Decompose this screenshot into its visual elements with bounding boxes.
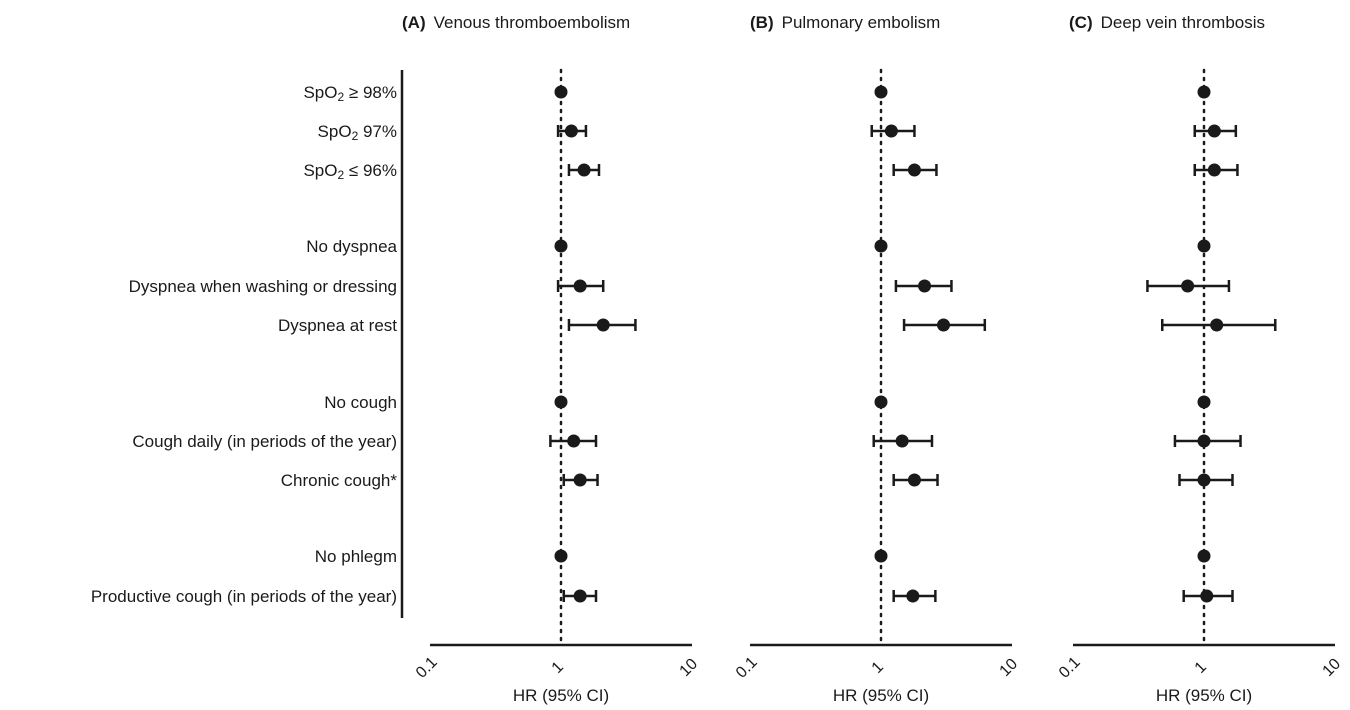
row-label: Cough daily (in periods of the year) [132,432,397,451]
x-tick-label: 0.1 [733,654,761,682]
row-label: Chronic cough* [281,471,398,490]
row-label: Dyspnea at rest [278,316,397,335]
hr-point [1197,434,1211,448]
hr-point [564,124,578,138]
row-label: SpO2 ≥ 98% [303,83,397,104]
panel: (C) Deep vein thrombosis 0.1 1 10 HR (95% CI) [1056,13,1344,705]
hr-point [554,549,568,563]
hr-point [884,124,898,138]
hr-point [1210,318,1224,332]
row-label: No dyspnea [306,237,397,256]
hr-point [907,163,921,177]
hr-point [874,85,888,99]
x-axis-label: HR (95% CI) [833,686,929,705]
hr-point [554,395,568,409]
panel: (A) Venous thromboembolism 0.1 1 10 HR (95% C… [402,13,701,705]
hr-point [1200,589,1214,603]
hr-point [1207,163,1221,177]
hr-point [1181,279,1195,293]
hr-point [1207,124,1221,138]
row-label: Productive cough (in periods of the year… [91,587,397,606]
x-tick-label: 10 [1320,655,1345,680]
row-labels: SpO2 ≥ 98% SpO2 97% SpO2 ≤ 96% No dyspnea Dy… [91,83,398,606]
row-label: Dyspnea when washing or dressing [129,277,397,296]
hr-point [1197,395,1211,409]
hr-point [906,589,920,603]
panel: (B) Pulmonary embolism 0.1 1 10 HR (95% CI) [733,13,1021,705]
hr-point [874,549,888,563]
hr-point [573,473,587,487]
x-axis-label: HR (95% CI) [513,686,609,705]
hr-point [596,318,610,332]
x-tick-label: 0.1 [1056,654,1084,682]
hr-point [573,279,587,293]
hr-point [1197,85,1211,99]
x-tick-label: 10 [997,655,1022,680]
panel-title: (A) Venous thromboembolism [402,13,630,32]
x-tick-label: 0.1 [413,654,441,682]
row-label: No phlegm [315,547,397,566]
hr-point [1197,239,1211,253]
panels: (A) Venous thromboembolism 0.1 1 10 HR (95% C… [402,13,1344,705]
hr-point [577,163,591,177]
x-tick-label: 10 [677,655,702,680]
hr-point [895,434,909,448]
x-axis-label: HR (95% CI) [1156,686,1252,705]
hr-point [567,434,581,448]
x-tick-label: 1 [549,659,567,677]
row-label: SpO2 97% [318,122,397,143]
hr-point [1197,549,1211,563]
hr-point [874,395,888,409]
hr-point [918,279,932,293]
x-tick-label: 1 [1192,659,1210,677]
hr-point [874,239,888,253]
panel-title: (C) Deep vein thrombosis [1069,13,1265,32]
hr-point [1197,473,1211,487]
hr-point [554,239,568,253]
row-label: SpO2 ≤ 96% [303,161,397,182]
x-tick-label: 1 [869,659,887,677]
hr-point [554,85,568,99]
hr-point [907,473,921,487]
hr-point [573,589,587,603]
panel-title: (B) Pulmonary embolism [750,13,940,32]
hr-point [937,318,951,332]
row-label: No cough [324,393,397,412]
